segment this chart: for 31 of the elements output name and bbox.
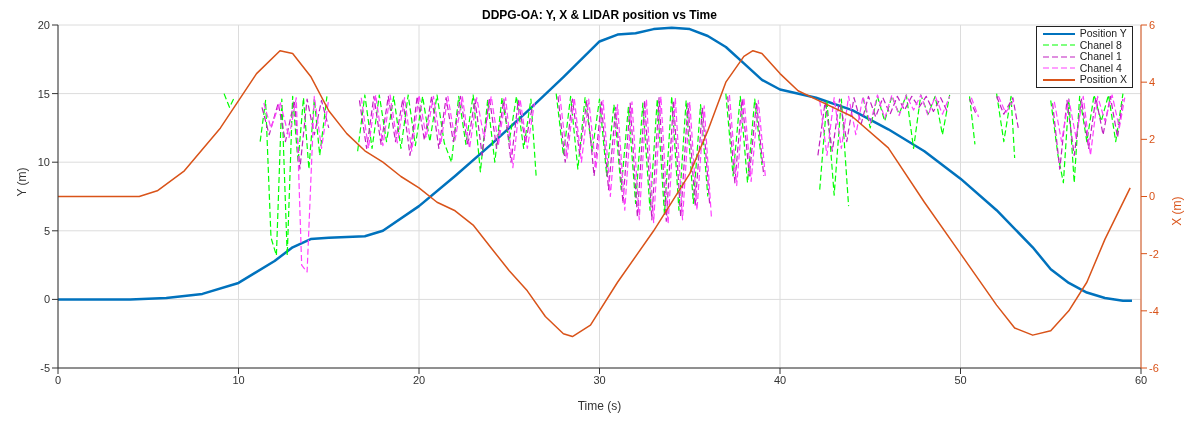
y2-tick-label: 4: [1149, 76, 1156, 89]
y2-tick-label: 6: [1149, 18, 1156, 31]
x-tick-label: 40: [773, 373, 787, 386]
legend-label: Chanel 4: [1079, 61, 1122, 74]
y-tick-label: 15: [37, 87, 50, 100]
x-tick-label: 60: [1134, 373, 1148, 386]
y2-tick-label: 0: [1149, 190, 1156, 203]
line-series: [58, 26, 1134, 303]
line-series: [58, 49, 1131, 338]
x-tick-label: 20: [412, 373, 426, 386]
x-axis-title: Time (s): [577, 399, 622, 413]
y2-tick-label: -2: [1149, 247, 1159, 260]
y-tick-label: -5: [40, 361, 50, 374]
x-tick-label: 30: [593, 373, 606, 386]
y2-tick-label: 2: [1149, 133, 1156, 146]
y-tick-label: 10: [37, 156, 50, 169]
x-tick-label: 0: [54, 373, 62, 386]
y-tick-label: 20: [37, 18, 50, 31]
y2-axis-title: X (m): [1170, 196, 1185, 226]
legend-label: Chanel 8: [1079, 38, 1122, 51]
legend-label: Position Y: [1079, 27, 1127, 40]
legend-label: Position X: [1079, 73, 1127, 86]
y-tick-label: 5: [43, 224, 50, 237]
y2-tick-label: -6: [1149, 361, 1159, 374]
y2-tick-label: -4: [1149, 304, 1159, 317]
chart-title: DDPG-OA: Y, X & LIDAR position vs Time: [482, 8, 717, 22]
legend-label: Chanel 1: [1079, 50, 1122, 63]
x-tick-label: 10: [232, 373, 245, 386]
y-tick-label: 0: [43, 293, 50, 306]
y-axis-title: Y (m): [15, 167, 30, 197]
x-tick-label: 50: [954, 373, 967, 386]
